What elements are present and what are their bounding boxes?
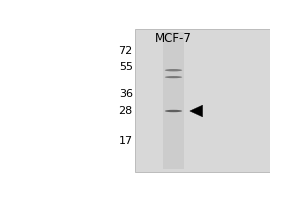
- Text: 55: 55: [119, 62, 133, 72]
- Bar: [135, 29, 270, 172]
- Ellipse shape: [165, 76, 182, 78]
- Polygon shape: [190, 105, 203, 117]
- Text: 36: 36: [119, 89, 133, 99]
- Text: 17: 17: [119, 136, 133, 146]
- Ellipse shape: [165, 110, 182, 112]
- Text: MCF-7: MCF-7: [155, 32, 192, 45]
- Bar: [163, 32, 184, 169]
- Text: 72: 72: [118, 46, 133, 56]
- Text: 28: 28: [118, 106, 133, 116]
- Ellipse shape: [165, 69, 182, 71]
